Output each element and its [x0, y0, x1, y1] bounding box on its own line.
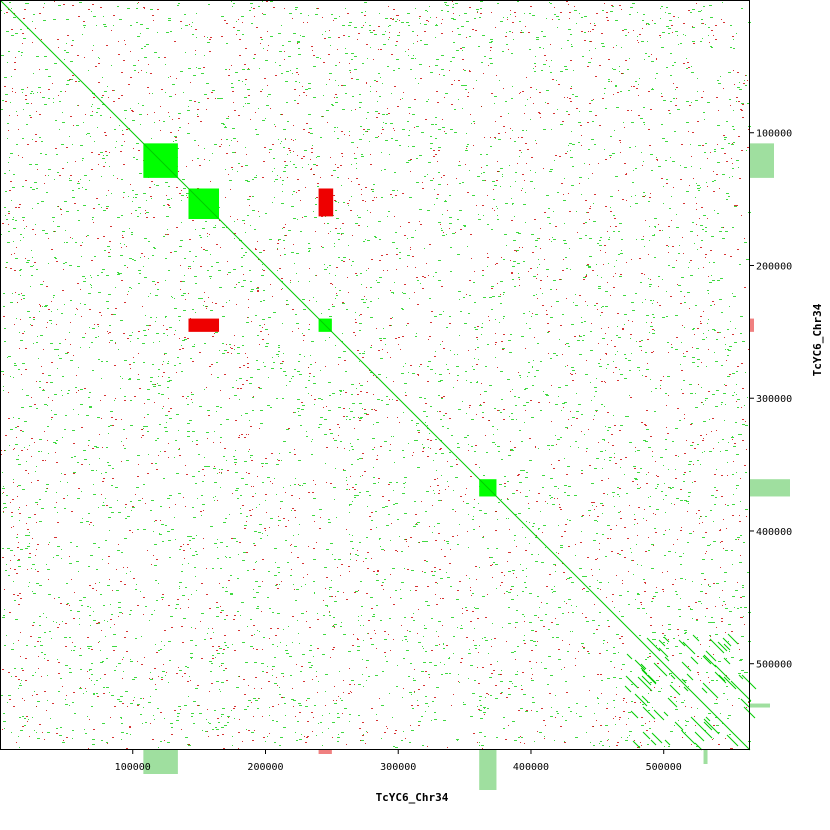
x-tick-label: 100000	[115, 762, 151, 773]
y-tick-label: 400000	[756, 527, 792, 538]
plot-frame	[0, 0, 750, 750]
y-axis: 100000 200000 300000 400000 500000	[750, 129, 792, 671]
y-histogram-bar	[750, 703, 770, 708]
y-tick-label: 300000	[756, 394, 792, 405]
y-histogram-bar	[750, 479, 790, 497]
x-tick-label: 400000	[513, 762, 549, 773]
y-tick-label: 200000	[756, 261, 792, 272]
x-tick-label: 500000	[646, 762, 682, 773]
x-histogram-bar	[318, 750, 332, 754]
x-histogram-bar	[143, 750, 178, 774]
alignment-dots	[1, 1, 757, 751]
x-axis: 100000 200000 300000 400000 500000	[115, 750, 682, 773]
x-tick-label: 300000	[380, 762, 416, 773]
y-histogram-bar	[750, 318, 754, 332]
x-histogram-bar	[703, 750, 708, 764]
reverse-block	[318, 188, 334, 217]
x-histogram-bar	[479, 750, 497, 790]
x-axis-title: TcYC6_Chr34	[376, 791, 449, 804]
y-axis-title: TcYC6_Chr34	[811, 303, 824, 376]
y-tick-label: 100000	[756, 129, 792, 140]
repeat-region-strokes	[624, 633, 757, 751]
histograms	[143, 143, 790, 790]
y-tick-label: 500000	[756, 660, 792, 671]
x-tick-label: 200000	[247, 762, 283, 773]
self-alignment-diagonal	[0, 0, 751, 751]
y-histogram-bar	[750, 143, 774, 178]
reverse-block	[188, 318, 220, 332]
